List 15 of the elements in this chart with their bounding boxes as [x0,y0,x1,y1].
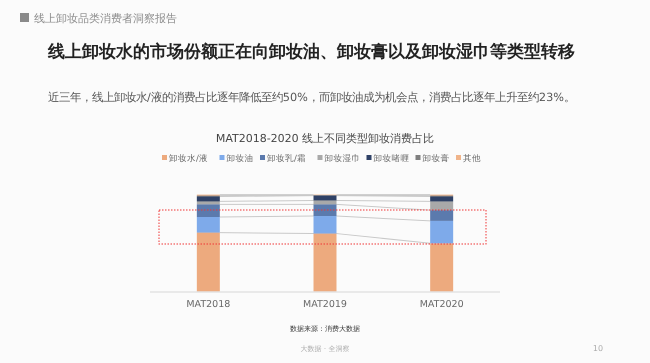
x-tick-label: MAT2020 [420,299,464,310]
legend-label: 卸妆湿巾 [324,153,360,164]
text: 10 [592,344,604,353]
legend-label: 卸妆乳/霜 [267,153,306,164]
x-tick-label: MAT2019 [303,299,347,310]
legend-label: 卸妆啫喱 [374,153,410,164]
legend-label: 卸妆水/液 [169,153,208,164]
text: 近三年，线上卸妆水/液的消费占比逐年降低至约50%，而卸妆油成为机会点，消费占比逐年上升至约23%。 [48,91,576,104]
legend-label: 卸妆膏 [422,153,450,164]
chart-title: MAT2018-2020 线上不同类型卸妆消费占比 [216,132,434,145]
x-tick-label: MAT2018 [186,299,230,310]
legend-label: 卸妆油 [226,153,254,164]
legend-label: 其他 [463,153,481,164]
text: 线上卸妆水的市场份额正在向卸妆油、卸妆膏以及卸妆湿巾等类型转移 [47,42,575,62]
text: 线上卸妆品类消费者洞察报告 [34,12,177,25]
